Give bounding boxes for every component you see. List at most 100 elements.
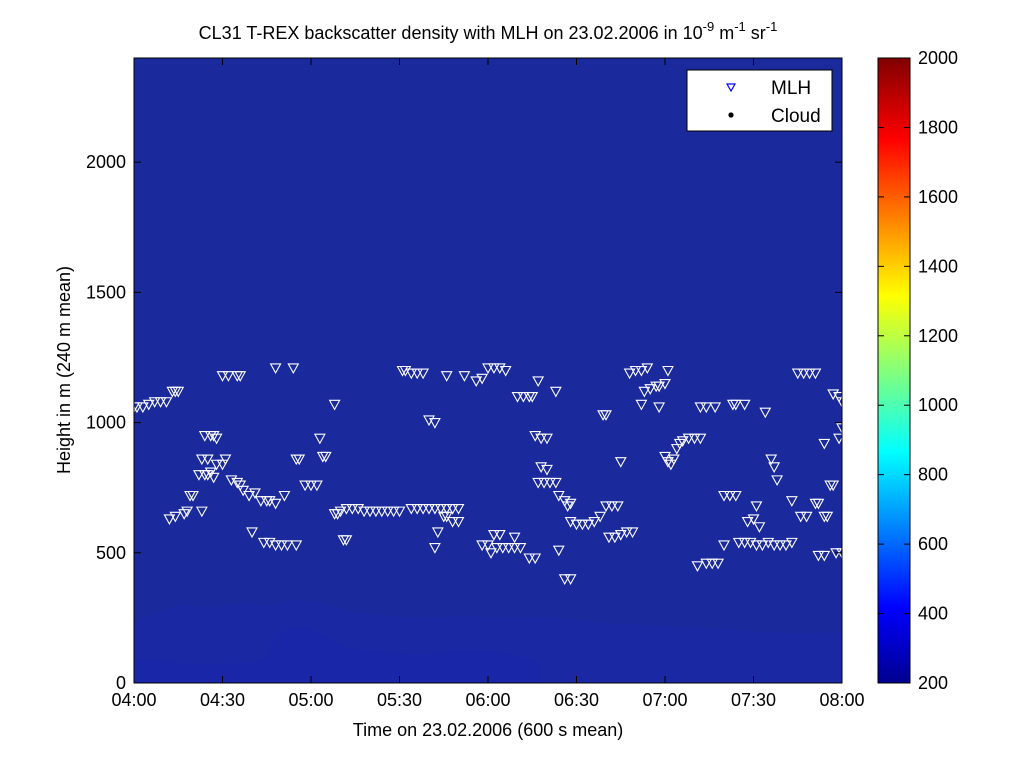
mlh-point	[818, 438, 831, 450]
mlh-point	[313, 433, 326, 445]
mlh-point	[682, 433, 695, 445]
mlh-point	[785, 537, 798, 549]
mlh-point	[664, 459, 677, 471]
mlh-point	[499, 365, 512, 377]
mlh-point	[541, 464, 553, 476]
mlh-point	[544, 477, 556, 489]
mlh-point	[485, 548, 497, 559]
mlh-point	[605, 501, 618, 513]
mlh-point	[346, 503, 359, 515]
mlh-point	[570, 519, 583, 531]
mlh-point	[195, 506, 208, 518]
mlh-point	[676, 436, 689, 447]
mlh-point	[210, 433, 223, 445]
mlh-point	[774, 540, 786, 552]
mlh-point	[564, 498, 577, 510]
mlh-point	[482, 363, 494, 375]
mlh-point	[417, 368, 430, 380]
y-axis: 0 500 1000 1500 2000	[86, 152, 842, 693]
mlh-point	[187, 490, 199, 502]
mlh-point	[564, 574, 577, 585]
mlh-point	[328, 399, 341, 411]
mlh-point	[532, 376, 545, 388]
mlh-point	[765, 454, 778, 466]
mlh-point	[797, 368, 810, 380]
mlh-point	[552, 545, 565, 557]
mlh-point	[169, 511, 182, 523]
mlh-point	[154, 397, 167, 408]
mlh-point	[440, 503, 453, 515]
mlh-point	[723, 490, 736, 502]
mlh-point	[508, 532, 521, 544]
mlh-point	[588, 516, 601, 528]
legend-box	[686, 69, 833, 132]
mlh-point	[576, 519, 589, 531]
mlh-point	[641, 363, 654, 375]
x-tick-label: 04:00	[111, 690, 156, 710]
mlh-point	[440, 511, 453, 523]
mlh-point	[476, 540, 489, 552]
mlh-point	[662, 457, 674, 468]
mlh-point	[446, 503, 459, 515]
mlh-point	[635, 365, 648, 377]
mlh-point	[470, 376, 483, 388]
mlh-point	[234, 371, 247, 382]
colorbar-tick-label: 1800	[918, 117, 958, 137]
mlh-point	[411, 503, 424, 515]
mlh-point	[623, 368, 636, 380]
mlh-point	[552, 490, 565, 502]
mlh-point	[319, 451, 332, 463]
colorbar-tick-label: 1200	[918, 326, 958, 346]
mlh-point	[638, 386, 651, 398]
mlh-point	[800, 511, 813, 523]
mlh-point	[452, 503, 465, 515]
x-tick-label: 04:30	[200, 690, 245, 710]
colorbar-tick-label: 2000	[918, 48, 958, 68]
mlh-point	[198, 431, 211, 442]
mlh-point	[163, 514, 176, 526]
mlh-point	[620, 527, 633, 539]
mlh-point	[750, 540, 763, 552]
mlh-point	[603, 532, 615, 544]
mlh-point	[712, 558, 725, 570]
mlh-point	[275, 540, 288, 552]
mlh-point	[207, 431, 220, 442]
colorbar-tick-label: 800	[918, 465, 948, 485]
mlh-point	[381, 506, 394, 518]
mlh-point	[207, 472, 220, 484]
mlh-point	[340, 535, 353, 546]
mlh-point	[511, 391, 524, 403]
mlh-point	[428, 418, 441, 429]
mlh-point	[694, 433, 707, 445]
mlh-point	[614, 530, 627, 541]
mlh-point	[387, 506, 400, 518]
mlh-point	[434, 503, 447, 515]
y-tick-label: 0	[116, 673, 126, 693]
mlh-point	[785, 496, 798, 507]
mlh-point	[269, 498, 282, 510]
legend-cloud-label: Cloud	[771, 106, 821, 127]
x-tick-label: 06:30	[554, 690, 599, 710]
mlh-point	[538, 477, 550, 489]
colorbar-gradient	[877, 57, 911, 684]
y-tick-label: 1000	[86, 413, 126, 433]
mlh-point	[305, 480, 317, 492]
mlh-point	[794, 511, 807, 523]
mlh-point	[753, 522, 766, 533]
mlh-point	[729, 399, 742, 411]
mlh-point	[691, 561, 704, 572]
mlh-point	[393, 506, 406, 518]
mlh-point	[662, 365, 674, 377]
mlh-point	[549, 477, 562, 489]
mlh-point	[718, 540, 730, 552]
mlh-point	[747, 514, 760, 526]
mlh-point	[549, 386, 562, 398]
mlh-point	[487, 363, 500, 375]
legend-mlh-label: MLH	[771, 78, 811, 99]
mlh-point	[160, 397, 173, 408]
mlh-point	[700, 558, 713, 570]
mlh-point	[254, 496, 267, 507]
ground-backscatter-core	[134, 628, 540, 683]
x-tick-label: 07:00	[642, 690, 687, 710]
